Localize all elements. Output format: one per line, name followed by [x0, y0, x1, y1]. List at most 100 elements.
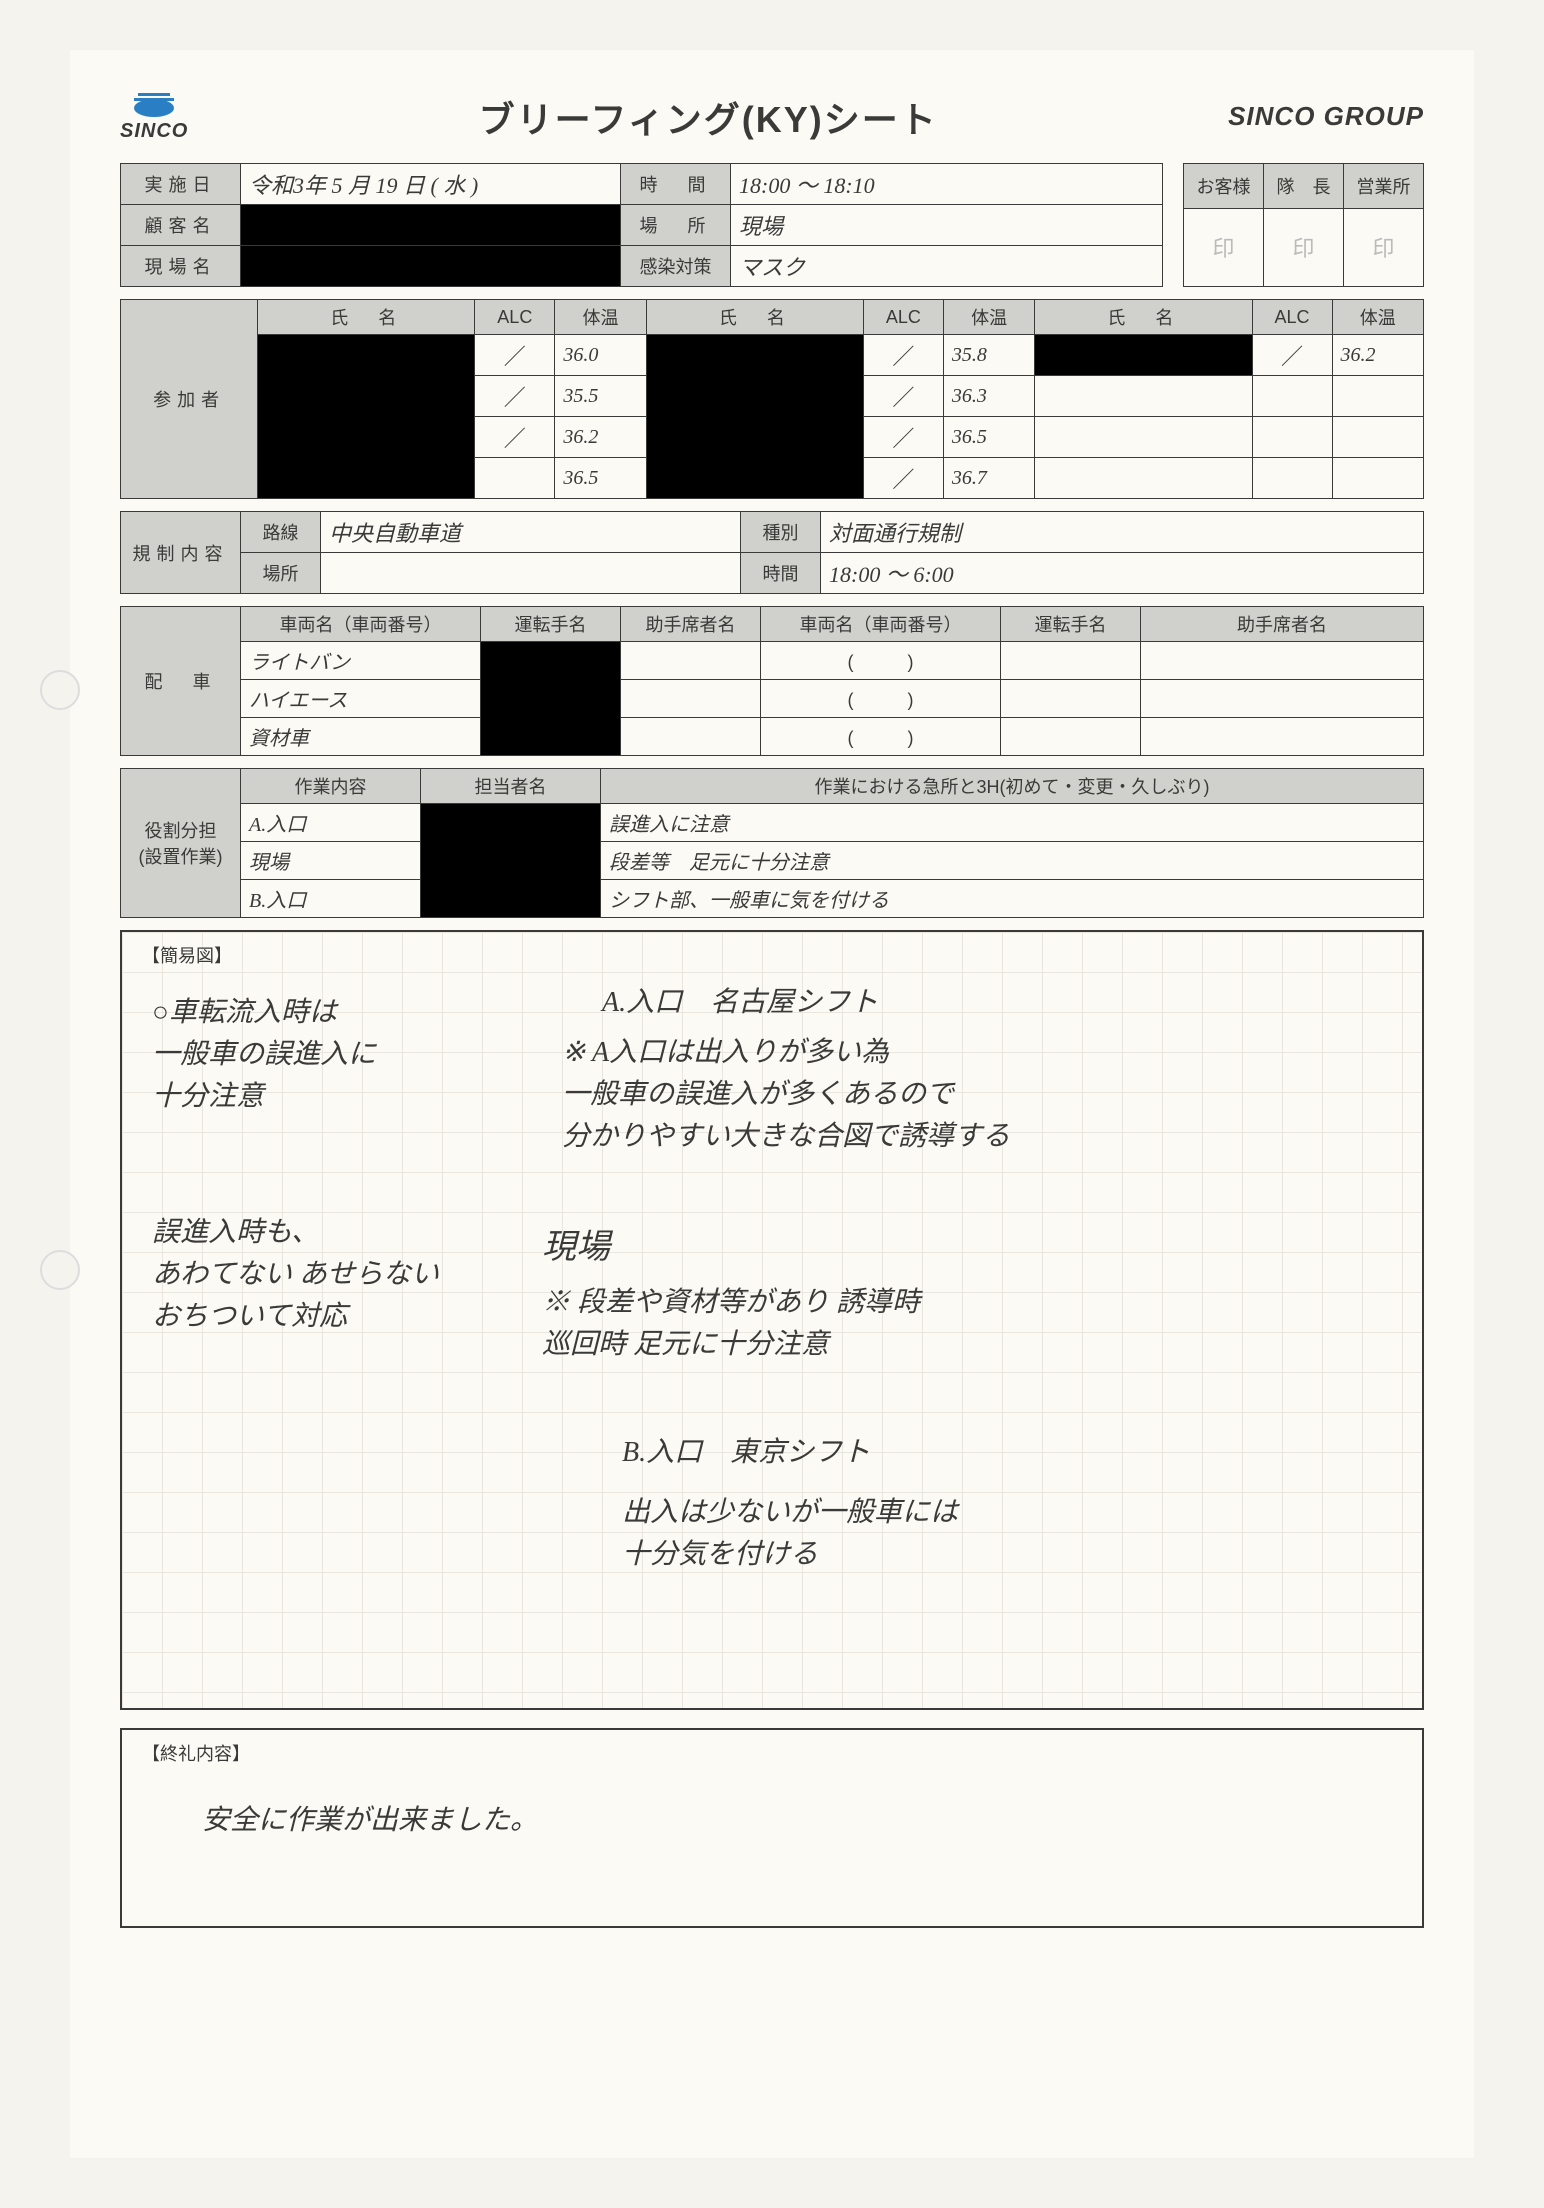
- date-value: 令和3年 5 月 19 日 ( 水 ): [241, 164, 621, 205]
- diagram-note: 現場: [542, 1222, 610, 1273]
- stamp-box: 印: [1264, 208, 1344, 286]
- temp-cell: 36.0: [555, 335, 646, 376]
- col-vehicle: 車両名（車両番号）: [761, 607, 1001, 642]
- vehicle-cell: ライトバン: [241, 642, 481, 680]
- driver-cell: [1001, 680, 1141, 718]
- alc-cell: ／: [863, 417, 943, 458]
- stamp-box: 印: [1344, 208, 1424, 286]
- col-alc: ALC: [863, 300, 943, 335]
- hazard-cell: シフト部、一般車に気を付ける: [601, 880, 1424, 918]
- closing-box: 【終礼内容】 安全に作業が出来ました。: [120, 1728, 1424, 1928]
- passenger-cell: [1141, 718, 1424, 756]
- col-temp: 体温: [555, 300, 646, 335]
- roles-label: 役割分担 (設置作業): [121, 769, 241, 918]
- vehicles-label: 配 車: [121, 607, 241, 756]
- rtime-label: 時間: [741, 553, 821, 594]
- diagram-box: 【簡易図】 ○車転流入時は 一般車の誤進入に 十分注意 誤進入時も、 あわてない…: [120, 930, 1424, 1710]
- participants-label: 参加者: [121, 300, 258, 499]
- table-row: 現場 段差等 足元に十分注意: [121, 842, 1424, 880]
- col-name: 氏 名: [646, 300, 863, 335]
- hazard-cell: 段差等 足元に十分注意: [601, 842, 1424, 880]
- col-work: 作業内容: [241, 769, 421, 804]
- diagram-note: ※ A入口は出入りが多い為 一般車の誤進入が多くあるので 分かりやすい大きな合図…: [562, 1032, 1010, 1158]
- alc-cell: ／: [1252, 335, 1332, 376]
- temp-cell: 36.3: [943, 376, 1034, 417]
- diagram-note: A.入口 名古屋シフト: [602, 982, 878, 1024]
- logo-icon: [124, 90, 184, 120]
- redacted: [258, 335, 475, 499]
- name-cell: [1035, 417, 1252, 458]
- passenger-cell: [621, 680, 761, 718]
- route-label: 路線: [241, 512, 321, 553]
- vehicle-cell: 資材車: [241, 718, 481, 756]
- time-label: 時 間: [621, 164, 731, 205]
- col-alc: ALC: [1252, 300, 1332, 335]
- participants-table: 参加者 氏 名 ALC 体温 氏 名 ALC 体温 氏 名 ALC 体温 ／ 3…: [120, 299, 1424, 499]
- col-person: 担当者名: [421, 769, 601, 804]
- driver-cell: [1001, 642, 1141, 680]
- col-vehicle: 車両名（車両番号）: [241, 607, 481, 642]
- closing-text: 安全に作業が出来ました。: [202, 1800, 538, 1842]
- table-row: B.入口 シフト部、一般車に気を付ける: [121, 880, 1424, 918]
- table-row: 資材車 ( ): [121, 718, 1424, 756]
- table-row: ハイエース ( ): [121, 680, 1424, 718]
- place-label: 場 所: [621, 205, 731, 246]
- temp-cell: [1332, 458, 1424, 499]
- temp-cell: 36.2: [1332, 335, 1424, 376]
- passenger-cell: [1141, 680, 1424, 718]
- rplace-value: [321, 553, 741, 594]
- alc-cell: ／: [863, 376, 943, 417]
- form-page: SINCO ブリーフィング(KY)シート SINCO GROUP 実施日 令和3…: [70, 50, 1474, 2158]
- closing-title: 【終礼内容】: [142, 1744, 250, 1764]
- redacted: [421, 804, 601, 918]
- vehicle-cell: ( ): [761, 642, 1001, 680]
- redacted: [481, 642, 621, 756]
- infection-value: マスク: [731, 246, 1163, 287]
- col-passenger: 助手席者名: [1141, 607, 1424, 642]
- driver-cell: [1001, 718, 1141, 756]
- diagram-note: 出入は少ないが一般車には 十分気を付ける: [622, 1492, 958, 1576]
- diagram-note: 誤進入時も、 あわてない あせらない おちついて対応: [152, 1212, 439, 1338]
- time-value: 18:00 ～ 18:10: [731, 164, 1163, 205]
- passenger-cell: [1141, 642, 1424, 680]
- redacted: [241, 246, 621, 287]
- hazard-cell: 誤進入に注意: [601, 804, 1424, 842]
- logo: SINCO: [120, 90, 188, 143]
- date-label: 実施日: [121, 164, 241, 205]
- temp-cell: 36.5: [555, 458, 646, 499]
- type-label: 種別: [741, 512, 821, 553]
- page-title: ブリーフィング(KY)シート: [479, 91, 938, 143]
- name-cell: [1035, 458, 1252, 499]
- passenger-cell: [621, 718, 761, 756]
- logo-text: SINCO: [120, 120, 188, 143]
- regulation-label: 規制内容: [121, 512, 241, 594]
- punch-hole: [40, 670, 80, 710]
- stamp-h2: 隊 長: [1264, 164, 1344, 209]
- diagram-note: ○車転流入時は 一般車の誤進入に 十分注意: [152, 992, 376, 1118]
- name-cell: [1035, 376, 1252, 417]
- work-cell: 現場: [241, 842, 421, 880]
- temp-cell: 35.8: [943, 335, 1034, 376]
- rplace-label: 場所: [241, 553, 321, 594]
- col-temp: 体温: [943, 300, 1034, 335]
- site-label: 現場名: [121, 246, 241, 287]
- work-cell: B.入口: [241, 880, 421, 918]
- alc-cell: [475, 458, 555, 499]
- route-value: 中央自動車道: [321, 512, 741, 553]
- alc-cell: ／: [863, 458, 943, 499]
- temp-cell: 36.2: [555, 417, 646, 458]
- type-value: 対面通行規制: [821, 512, 1424, 553]
- redacted: [646, 335, 863, 499]
- col-hazard: 作業における急所と3H(初めて・変更・久しぶり): [601, 769, 1424, 804]
- group-name: SINCO GROUP: [1228, 101, 1424, 132]
- info-block: 実施日 令和3年 5 月 19 日 ( 水 ) 時 間 18:00 ～ 18:1…: [120, 163, 1424, 287]
- alc-cell: ／: [863, 335, 943, 376]
- temp-cell: 36.7: [943, 458, 1034, 499]
- diagram-title: 【簡易図】: [142, 946, 232, 966]
- table-row: ライトバン ( ): [121, 642, 1424, 680]
- redacted: [1035, 335, 1252, 376]
- rtime-value: 18:00 ～ 6:00: [821, 553, 1424, 594]
- infection-label: 感染対策: [621, 246, 731, 287]
- header: SINCO ブリーフィング(KY)シート SINCO GROUP: [120, 90, 1424, 143]
- col-driver: 運転手名: [1001, 607, 1141, 642]
